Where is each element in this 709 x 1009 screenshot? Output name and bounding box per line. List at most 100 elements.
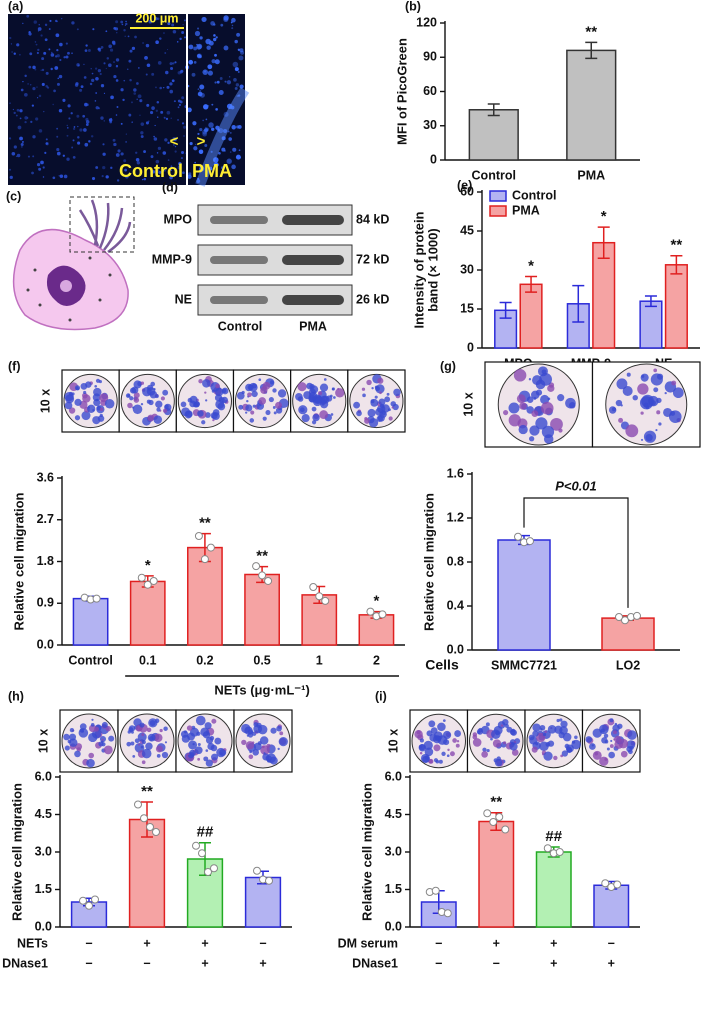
speckle [44,151,47,154]
speckle [223,45,229,51]
cell [502,718,509,726]
cell [297,396,304,402]
cell [128,727,134,733]
cell [140,745,144,749]
bar [497,539,551,651]
speckle [22,22,24,25]
speckle [28,30,31,34]
cell [214,737,222,745]
cell [330,413,334,416]
speckle [213,34,216,37]
speckle [32,65,36,70]
error-bar [597,226,610,260]
cell [510,729,517,736]
speckle [232,147,237,152]
scale-label: 200 μm [135,11,178,25]
cell [146,387,156,396]
cell [558,428,563,433]
bar [639,300,663,349]
cell [275,401,282,409]
speckle [205,38,211,45]
cell [245,404,253,412]
cell [180,401,187,408]
speckle [19,53,21,56]
data-point [258,571,267,580]
cell [159,728,163,733]
speckle [162,86,165,89]
cell [379,403,385,409]
cell [90,722,95,727]
cell [209,735,215,741]
speckle [79,88,83,92]
cell [608,751,616,759]
cell [392,403,399,411]
y-axis-label: Intensity of protein [411,211,426,328]
cell [259,736,269,745]
data-point [149,576,158,585]
speckle [160,110,164,114]
blot-band [210,216,268,224]
blot-band [282,215,344,225]
cell [496,756,501,761]
speckle [66,134,69,137]
speckle [43,110,45,113]
cell [368,418,379,428]
cell [277,747,280,751]
speckle [237,124,242,129]
speckle [109,48,114,52]
cell [211,389,215,393]
cell [261,745,265,749]
cell [378,398,386,406]
bar [129,580,166,646]
speckle [219,77,223,80]
cell [200,727,210,737]
cell [640,411,644,415]
cell [547,384,555,392]
speckle [34,68,37,71]
speckle [173,169,176,172]
speckle [34,41,37,43]
data-point [198,849,206,858]
speckle [146,63,151,68]
cell [141,733,145,737]
cell [196,731,201,736]
speckle [177,71,181,75]
speckle [202,119,204,122]
bar [72,597,109,646]
cell [423,740,433,750]
speckle [40,69,42,71]
speckle [182,24,184,26]
cell [428,758,434,764]
speckle [169,89,174,94]
speckle [228,137,232,141]
speckle [142,42,144,44]
speckle [63,174,68,179]
cell [127,402,133,409]
x-tick-label: Control [472,168,516,182]
speckle [46,86,50,89]
cell [437,722,446,732]
speckle [215,108,218,111]
speckle [15,114,18,117]
speckle [236,32,241,37]
cell [541,425,555,439]
speckle [143,150,146,154]
cell [547,724,557,734]
cell [258,397,267,405]
cell [212,409,220,416]
speckle [167,141,170,145]
cell [502,741,507,745]
speckle [183,135,185,137]
cell [79,728,84,733]
y-tick-label: 1.8 [37,554,54,568]
cell [628,749,633,755]
speckle [211,103,214,106]
x-title: Cells [425,657,459,673]
cell [374,395,378,399]
speckle [169,82,173,86]
speckle [116,179,120,182]
cell [375,384,385,394]
speckle [194,161,197,164]
speckle [199,84,205,90]
speckle [71,52,73,55]
